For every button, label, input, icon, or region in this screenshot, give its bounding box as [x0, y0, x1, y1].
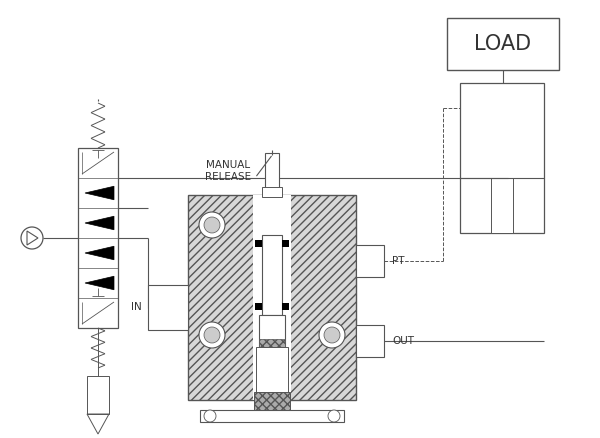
Bar — [262, 235, 282, 315]
Circle shape — [199, 322, 225, 348]
Bar — [87, 376, 109, 414]
Text: IN: IN — [131, 303, 142, 312]
Bar — [253, 195, 291, 400]
Bar — [188, 195, 356, 400]
Text: LOAD: LOAD — [475, 34, 532, 54]
Bar — [447, 18, 559, 70]
Circle shape — [199, 212, 225, 238]
Polygon shape — [85, 276, 114, 290]
Bar — [262, 187, 282, 197]
Bar — [259, 339, 285, 347]
Bar — [255, 303, 262, 310]
Text: OUT: OUT — [392, 336, 414, 346]
Circle shape — [204, 217, 220, 233]
Bar — [265, 153, 279, 195]
Bar — [259, 315, 285, 347]
Circle shape — [204, 327, 220, 343]
Bar — [255, 240, 262, 247]
Bar — [356, 325, 384, 357]
Circle shape — [324, 327, 340, 343]
Bar — [282, 240, 289, 247]
Bar — [200, 410, 344, 422]
Bar — [282, 303, 289, 310]
Bar — [460, 83, 544, 233]
Bar — [148, 285, 188, 330]
Circle shape — [204, 410, 216, 422]
Bar — [78, 148, 118, 328]
Bar — [256, 347, 288, 392]
Circle shape — [319, 322, 345, 348]
Bar — [491, 178, 513, 233]
Polygon shape — [85, 216, 114, 230]
Polygon shape — [85, 186, 114, 200]
Circle shape — [21, 227, 43, 249]
Text: MANUAL
RELEASE: MANUAL RELEASE — [205, 160, 251, 182]
Bar — [254, 392, 290, 410]
Text: PT: PT — [392, 256, 404, 266]
Bar — [356, 245, 384, 277]
Circle shape — [328, 410, 340, 422]
Polygon shape — [85, 246, 114, 260]
